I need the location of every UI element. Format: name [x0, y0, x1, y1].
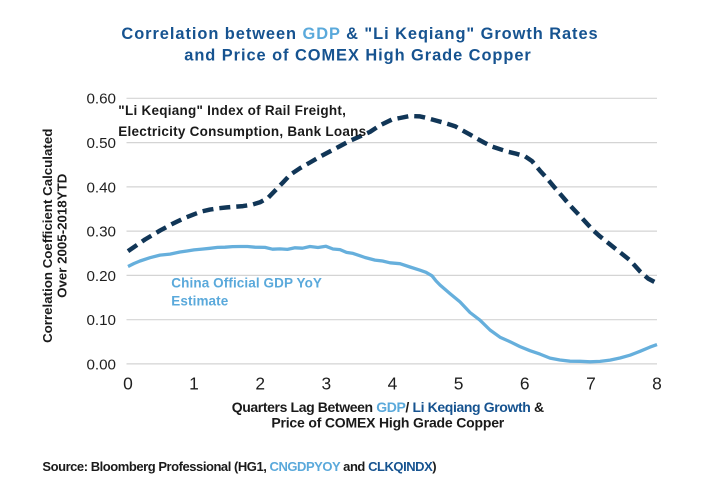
svg-text:4: 4 [388, 373, 398, 393]
svg-text:Source: Bloomberg Professional: Source: Bloomberg Professional (HG1, CNG… [42, 459, 436, 474]
svg-text:Correlation between GDP & "Li: Correlation between GDP & "Li Keqiang" G… [121, 25, 598, 43]
svg-text:1: 1 [189, 373, 199, 393]
svg-text:Electricity Consumption, Bank: Electricity Consumption, Bank Loans [118, 124, 366, 139]
svg-text:0.50: 0.50 [86, 135, 116, 152]
svg-text:China Official GDP YoY: China Official GDP YoY [171, 276, 322, 291]
svg-text:8: 8 [652, 373, 662, 393]
svg-text:Price of COMEX High Grade Copp: Price of COMEX High Grade Copper [271, 415, 504, 431]
svg-text:6: 6 [520, 373, 530, 393]
svg-text:0.40: 0.40 [86, 179, 116, 196]
svg-text:0.10: 0.10 [86, 312, 116, 329]
svg-text:Quarters Lag Between GDP/ Li K: Quarters Lag Between GDP/ Li Keqiang Gro… [232, 399, 544, 415]
svg-text:0.20: 0.20 [86, 268, 116, 285]
svg-text:0.00: 0.00 [86, 356, 116, 373]
svg-text:Estimate: Estimate [171, 293, 228, 308]
svg-text:5: 5 [454, 373, 464, 393]
svg-text:"Li Keqiang" Index of Rail Fre: "Li Keqiang" Index of Rail Freight, [118, 103, 346, 118]
svg-text:0: 0 [123, 373, 133, 393]
svg-text:Correlation Coefficient Calcul: Correlation Coefficient Calculated [40, 129, 55, 343]
svg-text:and Price of COMEX High Grade: and Price of COMEX High Grade Copper [184, 46, 532, 64]
svg-text:2: 2 [255, 373, 265, 393]
svg-text:0.30: 0.30 [86, 224, 116, 241]
svg-text:3: 3 [321, 373, 331, 393]
svg-text:7: 7 [586, 373, 596, 393]
svg-text:0.60: 0.60 [86, 91, 116, 108]
svg-text:Over 2005-2018YTD: Over 2005-2018YTD [54, 173, 69, 298]
